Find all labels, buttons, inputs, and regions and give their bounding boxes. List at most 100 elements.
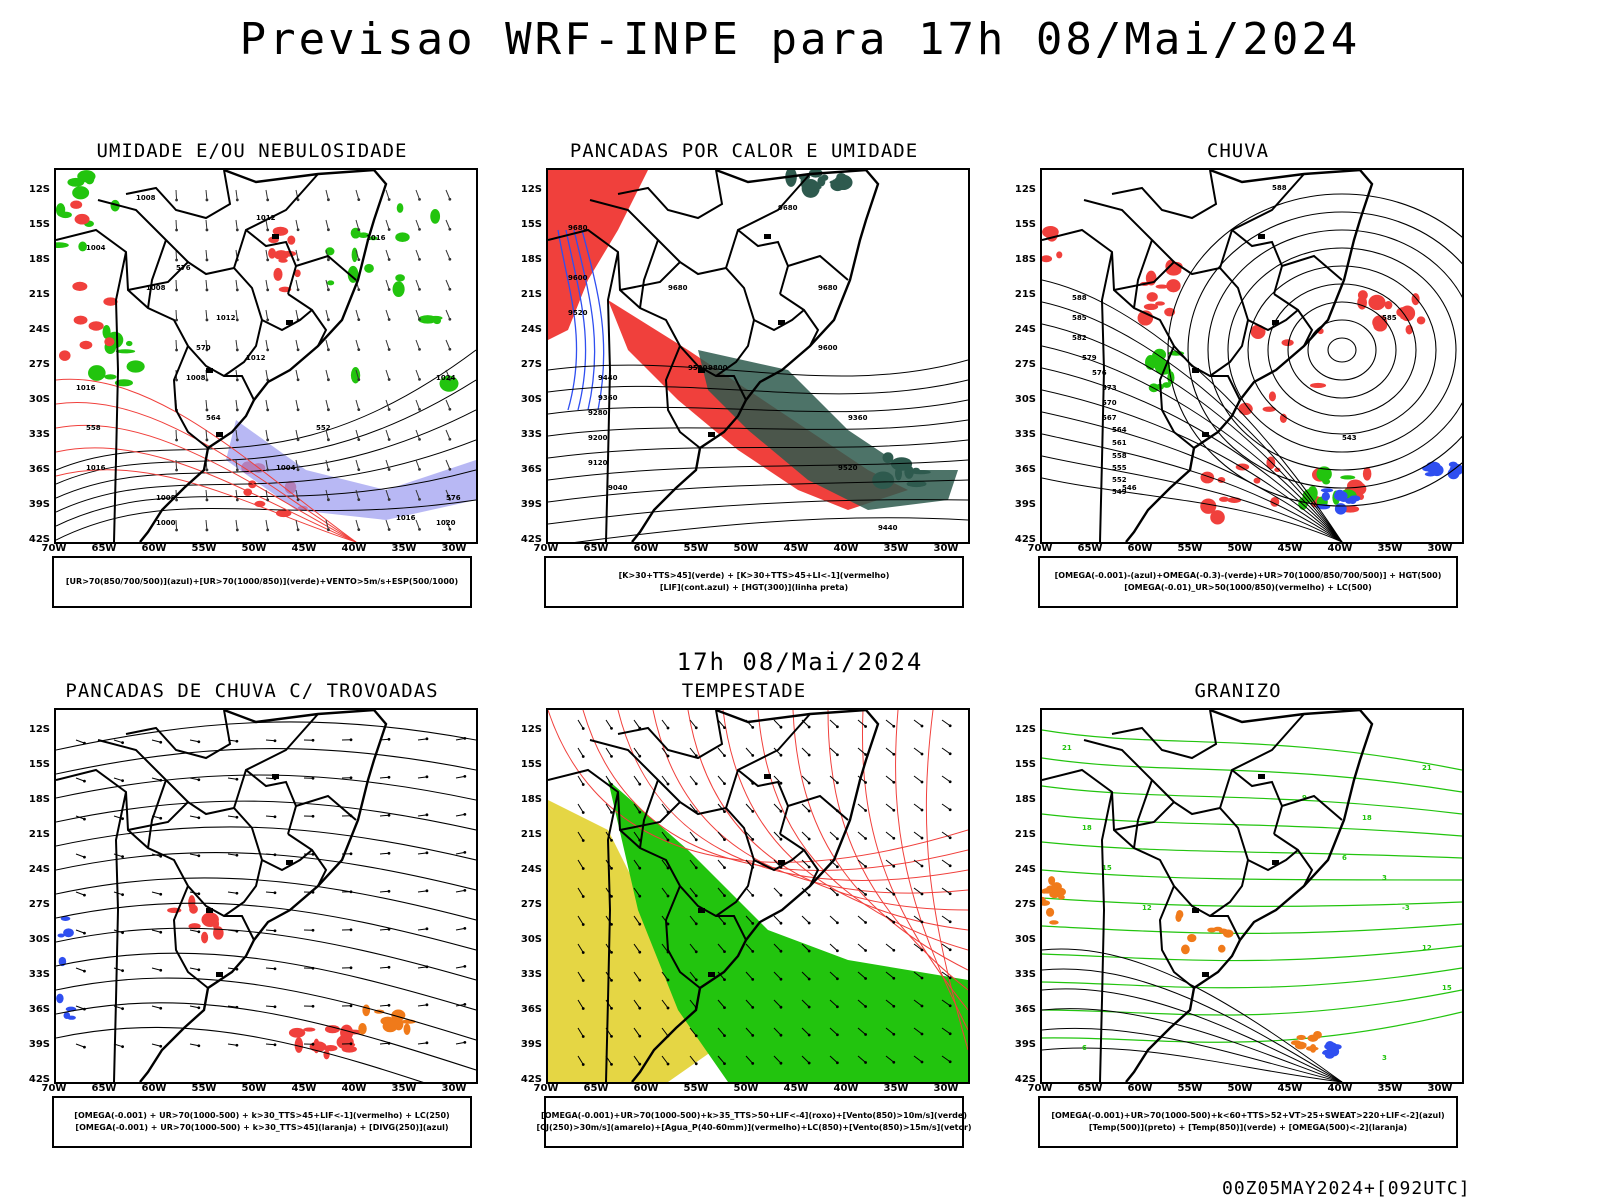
lat-tick-label: 36S	[520, 464, 542, 475]
panel-title: TEMPESTADE	[681, 680, 807, 702]
contour-label: 9360	[848, 414, 868, 422]
lon-tick-label: 60W	[633, 1083, 659, 1094]
lat-tick-label: 39S	[520, 499, 542, 510]
contour-label: 9680	[568, 224, 588, 232]
lon-tick-label: 60W	[141, 1083, 167, 1094]
map-plot: 21 18 15 12 9 6 3 -3 12 15 18 21 3 6	[1040, 708, 1464, 1084]
map-canvas	[548, 710, 968, 1082]
legend-line: [OMEGA(-0.001) + UR>70(1000-500) + k>30_…	[75, 1123, 449, 1132]
map-plot: 9680 9600 9520 9440 9360 9280 9200 9120 9040 9680…	[546, 168, 970, 544]
lat-tick-label: 21S	[1014, 829, 1036, 840]
lat-tick-label: 24S	[1014, 324, 1036, 335]
legend-line: [OMEGA(-0.001)+UR>70(1000-500)+k<60+TTS>…	[1051, 1111, 1445, 1120]
lon-tick-label: 45W	[291, 543, 317, 554]
panel-title: PANCADAS DE CHUVA C/ TROVOADAS	[65, 680, 439, 702]
lat-tick-label: 36S	[1014, 464, 1036, 475]
map-plot: 1008 1012 1004 1012 1016 1008 1012 1008 1024 1016…	[54, 168, 478, 544]
lon-tick-label: 65W	[1077, 1083, 1103, 1094]
lon-tick-label: 35W	[391, 1083, 417, 1094]
contour-label: 588	[1072, 294, 1087, 302]
lon-tick-label: 55W	[191, 543, 217, 554]
lon-tick-label: 55W	[191, 1083, 217, 1094]
contour-label: 579	[1082, 354, 1097, 362]
contour-label: 570	[1102, 399, 1117, 407]
lat-tick-label: 33S	[1014, 429, 1036, 440]
lat-tick-label: 15S	[520, 219, 542, 230]
contour-label: 18	[1082, 824, 1092, 832]
legend-line: [OMEGA(-0.001)+UR>70(1000-500)+k>35_TTS>…	[541, 1111, 967, 1120]
contour-label: 1008	[136, 194, 156, 202]
contour-label: 6	[1342, 854, 1347, 862]
legend-line: [Temp(500)](preto) + [Temp(850)](verde) …	[1088, 1123, 1408, 1132]
lon-tick-label: 70W	[533, 543, 559, 554]
contour-label: 582	[1072, 334, 1087, 342]
lon-tick-label: 50W	[733, 1083, 759, 1094]
contour-label: 573	[1102, 384, 1117, 392]
contour-label: 585	[1072, 314, 1087, 322]
lon-tick-label: 40W	[833, 543, 859, 554]
contour-label: 12	[1422, 944, 1432, 952]
lat-tick-label: 36S	[520, 1004, 542, 1015]
lon-tick-label: 35W	[883, 543, 909, 554]
lat-tick-label: 36S	[1014, 1004, 1036, 1015]
lon-tick-label: 40W	[1327, 543, 1353, 554]
valid-time-title: 17h 08/Mai/2024	[676, 648, 924, 676]
lon-tick-label: 30W	[933, 543, 959, 554]
lon-tick-label: 70W	[1027, 543, 1053, 554]
page-title: Previsao WRF-INPE para 17h 08/Mai/2024	[239, 14, 1361, 65]
lon-tick-label: 30W	[933, 1083, 959, 1094]
map-panel: TEMPESTADE 12S 15S 18S 21S 24S 27S 30S 33S 36S 39S…	[504, 680, 984, 1150]
lat-tick-label: 15S	[1014, 219, 1036, 230]
lon-tick-label: 65W	[583, 1083, 609, 1094]
lat-tick-label: 21S	[1014, 289, 1036, 300]
contour-label: 12	[1142, 904, 1152, 912]
panel-title: UMIDADE E/OU NEBULOSIDADE	[96, 140, 408, 162]
lon-tick-label: 55W	[1177, 543, 1203, 554]
lon-tick-label: 30W	[441, 1083, 467, 1094]
contour-label: 15	[1442, 984, 1452, 992]
map-plot	[54, 708, 478, 1084]
lon-tick-label: 60W	[141, 543, 167, 554]
lon-tick-label: 70W	[41, 543, 67, 554]
lat-tick-label: 21S	[520, 829, 542, 840]
contour-label: 9680	[818, 284, 838, 292]
contour-label: 1004	[276, 464, 296, 472]
lat-tick-label: 39S	[28, 499, 50, 510]
lon-tick-label: 60W	[1127, 1083, 1153, 1094]
contour-label: 21	[1422, 764, 1432, 772]
contour-label: 1020	[436, 519, 456, 527]
contour-label: 588	[1272, 184, 1287, 192]
contour-label: 1004	[86, 244, 106, 252]
lon-tick-label: 30W	[441, 543, 467, 554]
panel-legend: [K>30+TTS>45](verde) + [K>30+TTS>45+LI<-…	[544, 556, 964, 608]
lat-tick-label: 18S	[1014, 794, 1036, 805]
contour-label: 1000	[156, 519, 176, 527]
lat-tick-label: 15S	[28, 759, 50, 770]
lat-tick-label: 12S	[520, 724, 542, 735]
contour-label: 552	[316, 424, 331, 432]
lat-tick-label: 39S	[520, 1039, 542, 1050]
legend-line: [LIF](cont.azul) + [HGT(300)](linha pret…	[659, 583, 849, 592]
lat-tick-label: 21S	[28, 289, 50, 300]
map-plot: 588 585 582 579 576 573 570 567 564 561 558 555 552 5…	[1040, 168, 1464, 544]
lat-tick-label: 30S	[1014, 934, 1036, 945]
legend-line: [OMEGA(-0.01)_UR>50(1000/850)(vermelho) …	[1124, 583, 1372, 592]
lat-tick-label: 21S	[28, 829, 50, 840]
lat-tick-label: 12S	[28, 724, 50, 735]
contour-label: 561	[1112, 439, 1127, 447]
lat-tick-label: 27S	[28, 359, 50, 370]
lat-tick-label: 33S	[1014, 969, 1036, 980]
lat-tick-label: 18S	[1014, 254, 1036, 265]
contour-label: 1008	[186, 374, 206, 382]
contour-label: -3	[1402, 904, 1410, 912]
lon-tick-label: 40W	[1327, 1083, 1353, 1094]
contour-label: 576	[1092, 369, 1107, 377]
contour-label: 9120	[588, 459, 608, 467]
lat-tick-label: 33S	[28, 969, 50, 980]
contour-label: 549	[1112, 488, 1127, 496]
legend-line: [OMEGA(-0.001) + UR>70(1000-500) + k>30_…	[74, 1111, 450, 1120]
lat-tick-label: 42S	[28, 1074, 50, 1085]
lat-tick-label: 15S	[1014, 759, 1036, 770]
contour-label: 3	[1382, 1054, 1387, 1062]
